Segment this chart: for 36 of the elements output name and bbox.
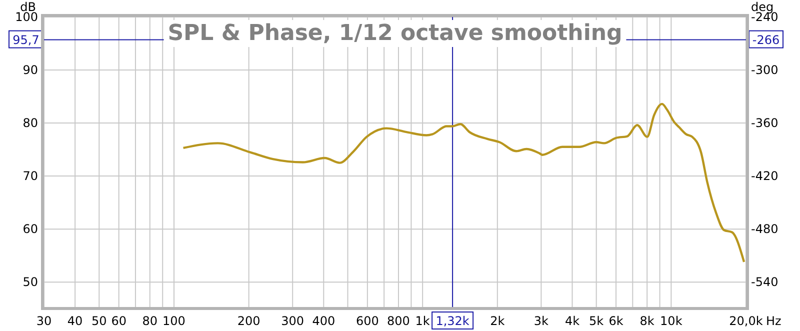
y2-tick-label: -360 (751, 116, 778, 130)
x-tick-label: 6k (608, 314, 624, 328)
x-tick-label: 200 (237, 314, 260, 328)
y-tick-label: 80 (22, 116, 38, 130)
y-tick-label: 100 (15, 10, 38, 24)
annotation: -266 (752, 32, 780, 47)
y-tick-label: 90 (22, 63, 38, 78)
x-tick-label: 3k (534, 314, 549, 328)
y-tick-label: 60 (22, 222, 38, 236)
x-tick-label: 800 (387, 314, 410, 328)
y2-tick-label: -540 (751, 275, 778, 290)
x-tick-label: 60 (111, 314, 126, 328)
y2-tick-label: -300 (751, 63, 778, 78)
ref-line-label: 95,7 (12, 32, 40, 47)
x-tick-label: 30 (36, 314, 52, 328)
x-tick-label: 600 (356, 314, 379, 328)
x-tick-label: 50 (92, 314, 107, 328)
x-tick-label: 10k (660, 314, 682, 328)
x-tick-label: 100 (162, 314, 186, 328)
x-tick-label: 40 (67, 314, 83, 328)
y-tick-label: 70 (22, 169, 38, 184)
x-tick-label: 5k (589, 314, 604, 328)
x-tick-label: 2k (490, 314, 505, 328)
x-tick-label: 20,0k (729, 314, 763, 328)
x-tick-label: 80 (142, 314, 158, 328)
y2-tick-label: -480 (751, 222, 778, 236)
x-tick-label: 400 (312, 314, 336, 328)
x-tick-label: 8k (640, 314, 654, 328)
x-axis-title: Hz (766, 314, 782, 328)
ref-line-label: 1,32k (436, 314, 470, 328)
y-tick-label: 50 (22, 275, 38, 290)
x-tick-label: 300 (281, 314, 304, 328)
x-tick-label: 1k (415, 314, 430, 328)
y2-tick-label: -420 (751, 169, 778, 184)
x-tick-label: 4k (564, 314, 580, 328)
chart-title: SPL & Phase, 1/12 octave smoothing (168, 21, 622, 46)
